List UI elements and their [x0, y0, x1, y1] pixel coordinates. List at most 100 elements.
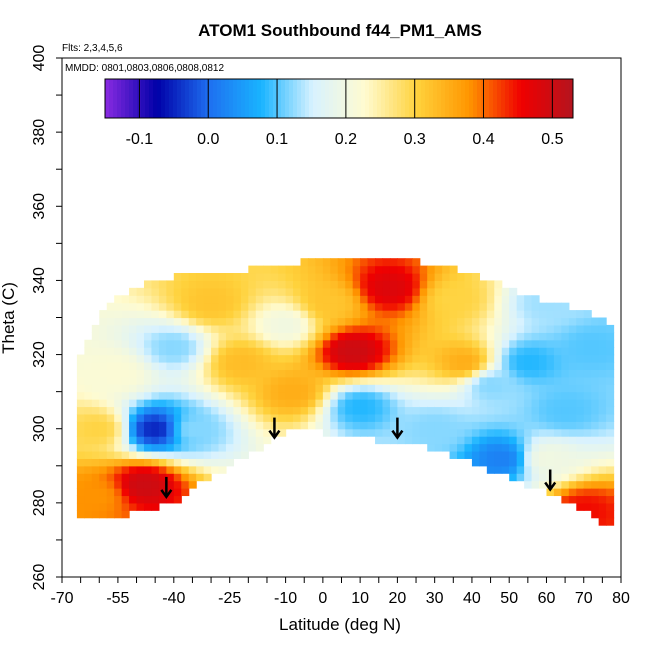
heatmap-cell: [576, 324, 585, 333]
heatmap-cell: [114, 413, 123, 422]
colorbar-cell: [197, 79, 202, 118]
heatmap-cell: [114, 324, 123, 333]
colorbar-cell: [533, 79, 538, 118]
heatmap-cell: [240, 399, 249, 408]
heatmap-cell: [173, 488, 182, 497]
heatmap-cell: [240, 295, 249, 304]
heatmap-cell: [449, 376, 458, 385]
heatmap-cell: [598, 502, 607, 511]
heatmap-cell: [196, 354, 205, 363]
heatmap-cell: [263, 369, 272, 378]
heatmap-cell: [427, 324, 436, 333]
heatmap-cell: [367, 258, 376, 267]
heatmap-cell: [524, 473, 533, 482]
heatmap-cell: [561, 421, 570, 430]
heatmap-cell: [233, 332, 242, 341]
heatmap-cell: [211, 465, 220, 474]
heatmap-cell: [136, 495, 145, 504]
heatmap-cell: [494, 465, 503, 474]
heatmap-cell: [173, 421, 182, 430]
heatmap-cell: [240, 384, 249, 393]
heatmap-cell: [352, 258, 361, 267]
heatmap-cell: [345, 413, 354, 422]
heatmap-cell: [233, 428, 242, 437]
heatmap-cell: [91, 458, 100, 467]
heatmap-cell: [307, 265, 317, 274]
heatmap-cell: [389, 413, 398, 422]
heatmap-cell: [166, 280, 175, 289]
heatmap-cell: [158, 443, 167, 452]
heatmap-cell: [352, 273, 361, 282]
heatmap-cell: [293, 265, 302, 274]
heatmap-cell: [307, 317, 317, 326]
heatmap-cell: [337, 332, 346, 341]
heatmap-cell: [583, 310, 592, 319]
heatmap-cell: [218, 347, 227, 356]
heatmap-cell: [225, 421, 235, 430]
heatmap-cell: [278, 421, 287, 430]
heatmap-cell: [464, 332, 473, 341]
heatmap-cell: [211, 443, 220, 452]
colorbar-cell: [489, 79, 494, 118]
heatmap-cell: [158, 361, 167, 370]
heatmap-cell: [389, 436, 398, 445]
heatmap-cell: [434, 295, 443, 304]
heatmap-cell: [449, 450, 458, 459]
heatmap-cell: [121, 347, 130, 356]
heatmap-cell: [568, 413, 577, 422]
heatmap-cell: [598, 317, 607, 326]
heatmap-cell: [360, 391, 369, 400]
heatmap-cell: [211, 332, 220, 341]
heatmap-cell: [360, 428, 369, 437]
heatmap-cell: [330, 384, 339, 393]
heatmap-cell: [464, 273, 473, 282]
heatmap-cell: [606, 473, 615, 482]
heatmap-cell: [151, 480, 160, 489]
heatmap-cell: [330, 324, 339, 333]
heatmap-cell: [434, 391, 443, 400]
heatmap-cell: [196, 384, 205, 393]
heatmap-cell: [434, 384, 443, 393]
heatmap-cell: [412, 428, 421, 437]
heatmap-cell: [442, 399, 451, 408]
heatmap-cell: [397, 369, 406, 378]
heatmap-cell: [121, 310, 130, 319]
heatmap-cell: [76, 502, 85, 511]
heatmap-cell: [151, 458, 160, 467]
heatmap-cell: [166, 347, 175, 356]
heatmap-cell: [136, 450, 145, 459]
heatmap-cell: [76, 488, 85, 497]
heatmap-cell: [307, 376, 317, 385]
heatmap-cell: [99, 458, 108, 467]
heatmap-cell: [121, 399, 130, 408]
heatmap-cell: [218, 302, 227, 311]
heatmap-cell: [583, 480, 592, 489]
heatmap-cell: [404, 391, 413, 400]
heatmap-cell: [188, 280, 197, 289]
heatmap-cell: [412, 324, 421, 333]
heatmap-cell: [143, 339, 153, 348]
y-tick-label: 260: [31, 564, 48, 591]
heatmap-cell: [352, 428, 361, 437]
heatmap-cell: [121, 480, 130, 489]
heatmap-cell: [173, 428, 182, 437]
heatmap-cell: [389, 399, 398, 408]
heatmap-cell: [270, 332, 279, 341]
heatmap-cell: [457, 310, 466, 319]
heatmap-cell: [442, 324, 451, 333]
heatmap-cell: [255, 347, 264, 356]
heatmap-cell: [501, 347, 510, 356]
heatmap-cell: [285, 339, 294, 348]
heatmap-cell: [203, 310, 212, 319]
heatmap-cell: [576, 428, 585, 437]
heatmap-cell: [240, 406, 249, 415]
heatmap-cell: [136, 332, 145, 341]
heatmap-cell: [486, 465, 495, 474]
heatmap-cell: [457, 332, 466, 341]
heatmap-cell: [114, 384, 123, 393]
heatmap-cell: [568, 495, 577, 504]
heatmap-cell: [449, 399, 458, 408]
heatmap-cell: [442, 265, 451, 274]
heatmap-cell: [337, 361, 346, 370]
heatmap-cell: [591, 369, 600, 378]
